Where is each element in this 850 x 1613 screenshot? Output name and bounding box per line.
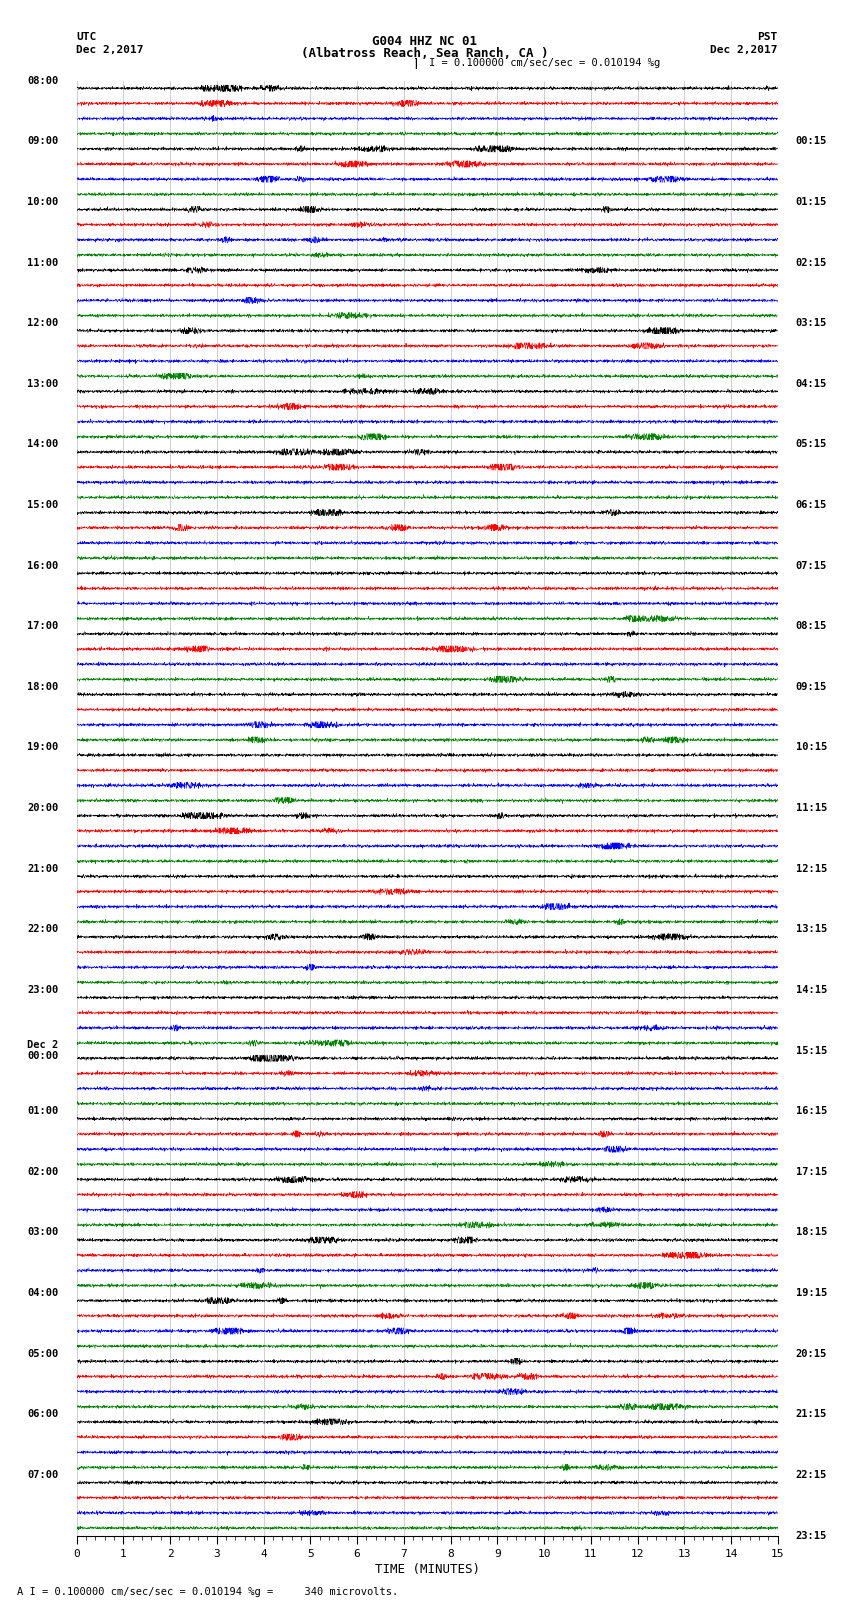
Text: 23:15: 23:15 (796, 1531, 827, 1540)
Text: 20:15: 20:15 (796, 1348, 827, 1358)
Text: 09:15: 09:15 (796, 682, 827, 692)
Text: 17:15: 17:15 (796, 1166, 827, 1177)
Text: 16:15: 16:15 (796, 1107, 827, 1116)
Text: 15:15: 15:15 (796, 1045, 827, 1055)
Text: Dec 2
00:00: Dec 2 00:00 (27, 1040, 59, 1061)
Text: 07:00: 07:00 (27, 1469, 59, 1481)
Text: 14:15: 14:15 (796, 986, 827, 995)
Text: 12:15: 12:15 (796, 863, 827, 874)
Text: 02:15: 02:15 (796, 258, 827, 268)
Text: 22:15: 22:15 (796, 1469, 827, 1481)
Text: 21:00: 21:00 (27, 863, 59, 874)
Text: Dec 2,2017: Dec 2,2017 (76, 45, 144, 55)
Text: 07:15: 07:15 (796, 561, 827, 571)
Text: G004 HHZ NC 01: G004 HHZ NC 01 (372, 35, 478, 48)
Text: A I = 0.100000 cm/sec/sec = 0.010194 %g =     340 microvolts.: A I = 0.100000 cm/sec/sec = 0.010194 %g … (17, 1587, 399, 1597)
Text: 20:00: 20:00 (27, 803, 59, 813)
Text: 02:00: 02:00 (27, 1166, 59, 1177)
Text: 01:00: 01:00 (27, 1107, 59, 1116)
Text: 09:00: 09:00 (27, 135, 59, 147)
Text: 01:15: 01:15 (796, 197, 827, 206)
Text: 15:00: 15:00 (27, 500, 59, 510)
Text: 03:15: 03:15 (796, 318, 827, 327)
Text: 18:15: 18:15 (796, 1227, 827, 1237)
Text: 17:00: 17:00 (27, 621, 59, 631)
Text: PST: PST (757, 32, 778, 42)
Text: 06:15: 06:15 (796, 500, 827, 510)
Text: 10:15: 10:15 (796, 742, 827, 753)
Text: 04:15: 04:15 (796, 379, 827, 389)
Text: 12:00: 12:00 (27, 318, 59, 327)
Text: 08:15: 08:15 (796, 621, 827, 631)
Text: 11:15: 11:15 (796, 803, 827, 813)
Text: (Albatross Reach, Sea Ranch, CA ): (Albatross Reach, Sea Ranch, CA ) (301, 47, 549, 60)
X-axis label: TIME (MINUTES): TIME (MINUTES) (375, 1563, 479, 1576)
Text: I = 0.100000 cm/sec/sec = 0.010194 %g: I = 0.100000 cm/sec/sec = 0.010194 %g (429, 58, 660, 68)
Text: 05:00: 05:00 (27, 1348, 59, 1358)
Text: 08:00: 08:00 (27, 76, 59, 85)
Text: Dec 2,2017: Dec 2,2017 (711, 45, 778, 55)
Text: 21:15: 21:15 (796, 1410, 827, 1419)
Text: 00:15: 00:15 (796, 135, 827, 147)
Text: 14:00: 14:00 (27, 439, 59, 450)
Text: 03:00: 03:00 (27, 1227, 59, 1237)
Text: 23:00: 23:00 (27, 986, 59, 995)
Text: 13:00: 13:00 (27, 379, 59, 389)
Text: 04:00: 04:00 (27, 1289, 59, 1298)
Text: 10:00: 10:00 (27, 197, 59, 206)
Text: 05:15: 05:15 (796, 439, 827, 450)
Text: 22:00: 22:00 (27, 924, 59, 934)
Text: 16:00: 16:00 (27, 561, 59, 571)
Text: 18:00: 18:00 (27, 682, 59, 692)
Text: 13:15: 13:15 (796, 924, 827, 934)
Text: UTC: UTC (76, 32, 97, 42)
Text: 11:00: 11:00 (27, 258, 59, 268)
Text: 06:00: 06:00 (27, 1410, 59, 1419)
Text: 19:00: 19:00 (27, 742, 59, 753)
Text: 19:15: 19:15 (796, 1289, 827, 1298)
